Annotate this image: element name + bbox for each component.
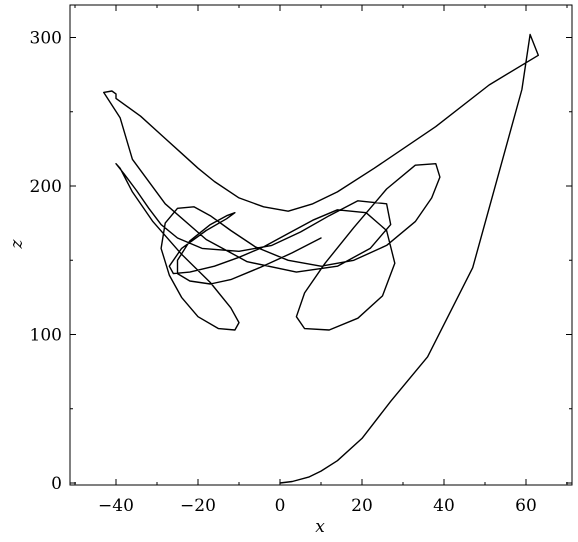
x-tick-label: −20: [180, 496, 216, 516]
y-tick-label: 300: [30, 29, 62, 49]
y-tick-label: 100: [30, 326, 62, 346]
trajectory-line: [103, 33, 539, 484]
plot-frame: [69, 4, 573, 486]
axes: −40 −20 0 20 40 60 0 100 200 300: [30, 5, 572, 516]
series-group: [103, 33, 539, 484]
x-tick-label: 40: [433, 496, 455, 516]
x-tick-label: −40: [98, 496, 134, 516]
x-tick-label: 60: [515, 496, 537, 516]
x-axis-label: x: [315, 517, 325, 537]
y-axis-label: z: [7, 238, 27, 249]
y-tick-label: 200: [30, 177, 62, 197]
x-tick-label: 20: [351, 496, 373, 516]
y-tick-label: 0: [51, 474, 62, 494]
x-tick-label: 0: [275, 496, 286, 516]
